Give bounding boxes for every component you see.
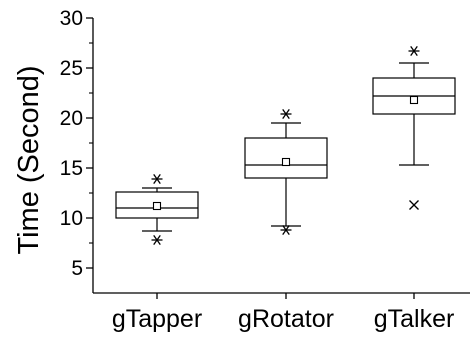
x-tick-label: gTalker — [374, 305, 455, 333]
box-gRotator — [244, 108, 328, 236]
mean-marker — [152, 201, 162, 211]
box-gTalker — [372, 45, 456, 210]
y-tick-label: 10 — [60, 207, 83, 230]
x-tick-label: gTapper — [112, 305, 202, 333]
min-marker — [151, 234, 163, 246]
y-tick-label: 25 — [60, 57, 83, 80]
y-tick-label: 30 — [60, 7, 83, 30]
plot-frame — [92, 18, 470, 294]
y-tick-label: 20 — [60, 107, 83, 130]
y-tick-label: 5 — [71, 257, 83, 280]
mean-marker — [409, 95, 419, 105]
y-axis: 5 10 15 20 25 30 — [60, 7, 93, 280]
max-marker — [151, 173, 163, 185]
max-marker — [408, 45, 420, 57]
x-tick-label: gRotator — [238, 305, 334, 333]
min-marker — [280, 224, 292, 236]
box-gTapper — [115, 173, 199, 246]
y-tick-label: 15 — [60, 157, 83, 180]
mean-marker — [281, 157, 291, 167]
y-axis-title: Time (Second) — [13, 65, 45, 254]
max-marker — [280, 108, 292, 120]
box-series — [115, 45, 456, 246]
outlier-marker — [409, 200, 419, 210]
x-axis: gTapper gRotator gTalker — [112, 293, 454, 333]
